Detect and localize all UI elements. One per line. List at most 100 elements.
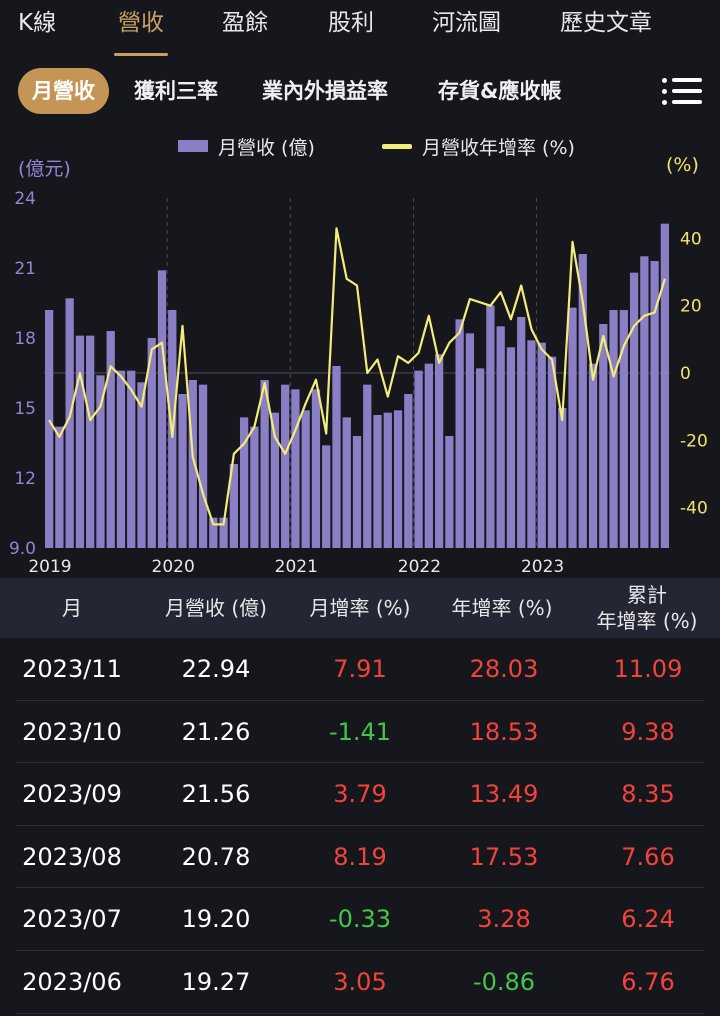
table-row[interactable]: 2023/09 21.56 3.79 13.49 8.35 [16, 763, 704, 826]
revenue-bar [219, 517, 228, 548]
revenue-bar [609, 310, 618, 548]
header-mom: 月增率 (%) [309, 596, 411, 620]
table-row[interactable]: 2023/07 19.20 -0.33 3.28 6.24 [16, 888, 704, 951]
left-tick-label: 15 [14, 399, 36, 419]
revenue-bar [619, 310, 628, 548]
revenue-bar [229, 464, 238, 548]
revenue-bar [270, 412, 280, 548]
revenue-bar [65, 298, 74, 548]
revenue-bar [640, 256, 649, 548]
revenue-bar [363, 384, 372, 548]
revenue-bar [506, 347, 516, 548]
revenue-bar [547, 356, 557, 548]
revenue-bar [55, 426, 64, 548]
left-tick-label: 24 [14, 189, 36, 209]
cell-cumulative: 8.35 [621, 780, 675, 809]
revenue-bar [178, 394, 187, 548]
revenue-bar [86, 335, 95, 548]
right-tick-label: -40 [680, 499, 708, 519]
cell-mom: -0.33 [328, 905, 392, 934]
top-tab-bar: K線 營收 盈餘 股利 河流圖 歷史文章 [0, 0, 720, 56]
cell-yoy: 18.53 [469, 717, 539, 746]
cell-revenue: 19.27 [181, 967, 251, 996]
cell-revenue: 21.56 [181, 780, 251, 809]
table-row[interactable]: 2023/10 21.26 -1.41 18.53 9.38 [16, 701, 704, 764]
table-row[interactable]: 2023/11 22.94 7.91 28.03 11.09 [16, 638, 704, 701]
subtab-monthly-revenue[interactable]: 月營收 [18, 68, 109, 114]
revenue-bar [660, 223, 669, 548]
cell-mom: 3.79 [333, 780, 387, 809]
revenue-bar [260, 380, 269, 548]
revenue-bar [96, 375, 105, 548]
revenue-bar [75, 335, 85, 548]
table-row[interactable]: 2023/08 20.78 8.19 17.53 7.66 [16, 826, 704, 889]
table-row[interactable]: 2023/06 19.27 3.05 -0.86 6.76 [16, 951, 704, 1014]
revenue-bar [393, 410, 403, 548]
left-tick-label: 9.0 [9, 539, 36, 559]
revenue-bar [476, 368, 485, 548]
revenue-bar [588, 363, 598, 548]
revenue-bar [127, 370, 136, 548]
header-cumulative: 累計 年增率 (%) [582, 578, 712, 638]
header-cumulative-line1: 累計 [627, 583, 667, 607]
revenue-bar [281, 384, 290, 548]
x-tick-label: 2022 [398, 557, 441, 577]
revenue-bar [352, 436, 362, 548]
list-menu-icon[interactable] [662, 76, 702, 106]
revenue-bar [527, 340, 536, 548]
subtab-profit-ratios[interactable]: 獲利三率 [134, 79, 218, 103]
cell-cumulative: 6.24 [621, 905, 675, 934]
cell-yoy: 28.03 [469, 655, 539, 683]
revenue-chart[interactable]: 2019 2020 2021 2022 2023 24 21 18 15 12 9.0 40 20 0 -2… [0, 180, 720, 580]
tab-revenue[interactable]: 營收 [114, 6, 168, 56]
cell-month: 2023/09 [22, 780, 122, 809]
tab-history-articles[interactable]: 歷史文章 [560, 10, 652, 36]
revenue-bar [322, 445, 331, 548]
revenue-bar [137, 382, 146, 548]
cell-revenue: 19.20 [181, 905, 251, 934]
revenue-bar [434, 354, 444, 548]
cell-month: 2023/07 [22, 905, 122, 934]
cell-mom: 3.05 [333, 967, 387, 996]
revenue-bar [106, 331, 115, 548]
revenue-bar [404, 394, 413, 548]
subtab-non-operating-ratio[interactable]: 業內外損益率 [262, 79, 388, 103]
header-revenue: 月營收 (億) [165, 596, 267, 620]
revenue-bar [424, 363, 433, 548]
legend-yoy-label: 月營收年增率 (%) [422, 136, 575, 159]
subtab-inventory-receivables[interactable]: 存貨&應收帳 [438, 79, 562, 103]
tab-earnings[interactable]: 盈餘 [222, 10, 268, 36]
cell-yoy: 17.53 [469, 842, 539, 871]
header-yoy: 年增率 (%) [451, 596, 553, 620]
left-tick-label: 18 [14, 329, 36, 349]
revenue-bar [537, 342, 546, 548]
cell-cumulative: 6.76 [621, 967, 675, 996]
revenue-bar [116, 370, 126, 548]
right-tick-label: -20 [680, 431, 708, 451]
revenue-bar [342, 417, 351, 548]
revenue-bar [486, 305, 495, 548]
legend-revenue-label: 月營收 (億) [218, 136, 315, 159]
legend-revenue[interactable]: 月營收 (億) [178, 132, 315, 160]
tab-k-line[interactable]: K線 [18, 10, 57, 36]
tab-dividend[interactable]: 股利 [328, 10, 374, 36]
legend-yoy[interactable]: 月營收年增率 (%) [382, 132, 575, 160]
tab-river-chart[interactable]: 河流圖 [432, 10, 501, 36]
right-tick-label: 20 [680, 297, 702, 317]
revenue-bar [45, 310, 54, 548]
revenue-bar [147, 338, 156, 548]
revenue-bar [373, 415, 382, 548]
revenue-bar [188, 380, 197, 548]
revenue-bar [332, 366, 341, 548]
revenue-bar [291, 389, 300, 548]
revenue-bar [445, 436, 454, 548]
revenue-bar [558, 408, 567, 548]
header-cumulative-line2: 年增率 (%) [596, 609, 698, 633]
right-tick-label: 40 [680, 229, 702, 249]
revenue-bar [578, 254, 587, 548]
cell-revenue: 21.26 [181, 717, 251, 746]
left-tick-label: 21 [14, 259, 36, 279]
right-tick-label: 0 [680, 364, 691, 384]
revenue-bar [629, 272, 639, 548]
cell-cumulative: 9.38 [621, 717, 675, 746]
